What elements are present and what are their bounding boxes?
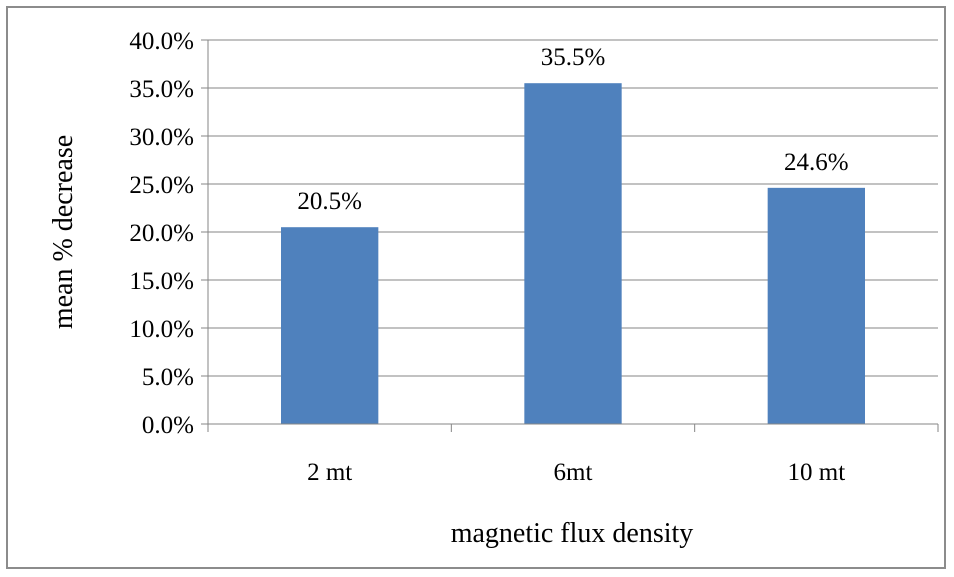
axes [201, 39, 939, 432]
data-label: 20.5% [297, 188, 362, 215]
x-axis-title: magnetic flux density [451, 518, 694, 549]
y-tick-label: 10.0% [129, 316, 194, 343]
x-tick-label: 2 mt [307, 459, 352, 486]
data-label: 35.5% [541, 44, 606, 71]
data-labels: 20.5% 35.5% 24.6% [297, 44, 848, 215]
bar [524, 83, 622, 424]
data-label: 24.6% [784, 149, 849, 176]
y-tick-label: 25.0% [129, 172, 194, 199]
y-tick-label: 15.0% [129, 268, 194, 295]
x-tick-labels: 2 mt 6mt 10 mt [307, 459, 845, 486]
y-tick-label: 5.0% [142, 364, 194, 391]
x-tick-label: 6mt [554, 459, 593, 486]
bar [281, 227, 379, 424]
y-tick-labels: 0.0% 5.0% 10.0% 15.0% 20.0% 25.0% 30.0% 35.0% 40… [129, 28, 194, 439]
bar [767, 187, 865, 424]
y-tick-label: 40.0% [129, 28, 194, 55]
bars [281, 83, 865, 424]
y-tick-label: 0.0% [142, 412, 194, 439]
y-axis-title: mean % decrease [48, 135, 79, 329]
y-tick-label: 20.0% [129, 220, 194, 247]
y-tick-label: 35.0% [129, 76, 194, 103]
x-tick-label: 10 mt [788, 459, 846, 486]
y-tick-label: 30.0% [129, 124, 194, 151]
